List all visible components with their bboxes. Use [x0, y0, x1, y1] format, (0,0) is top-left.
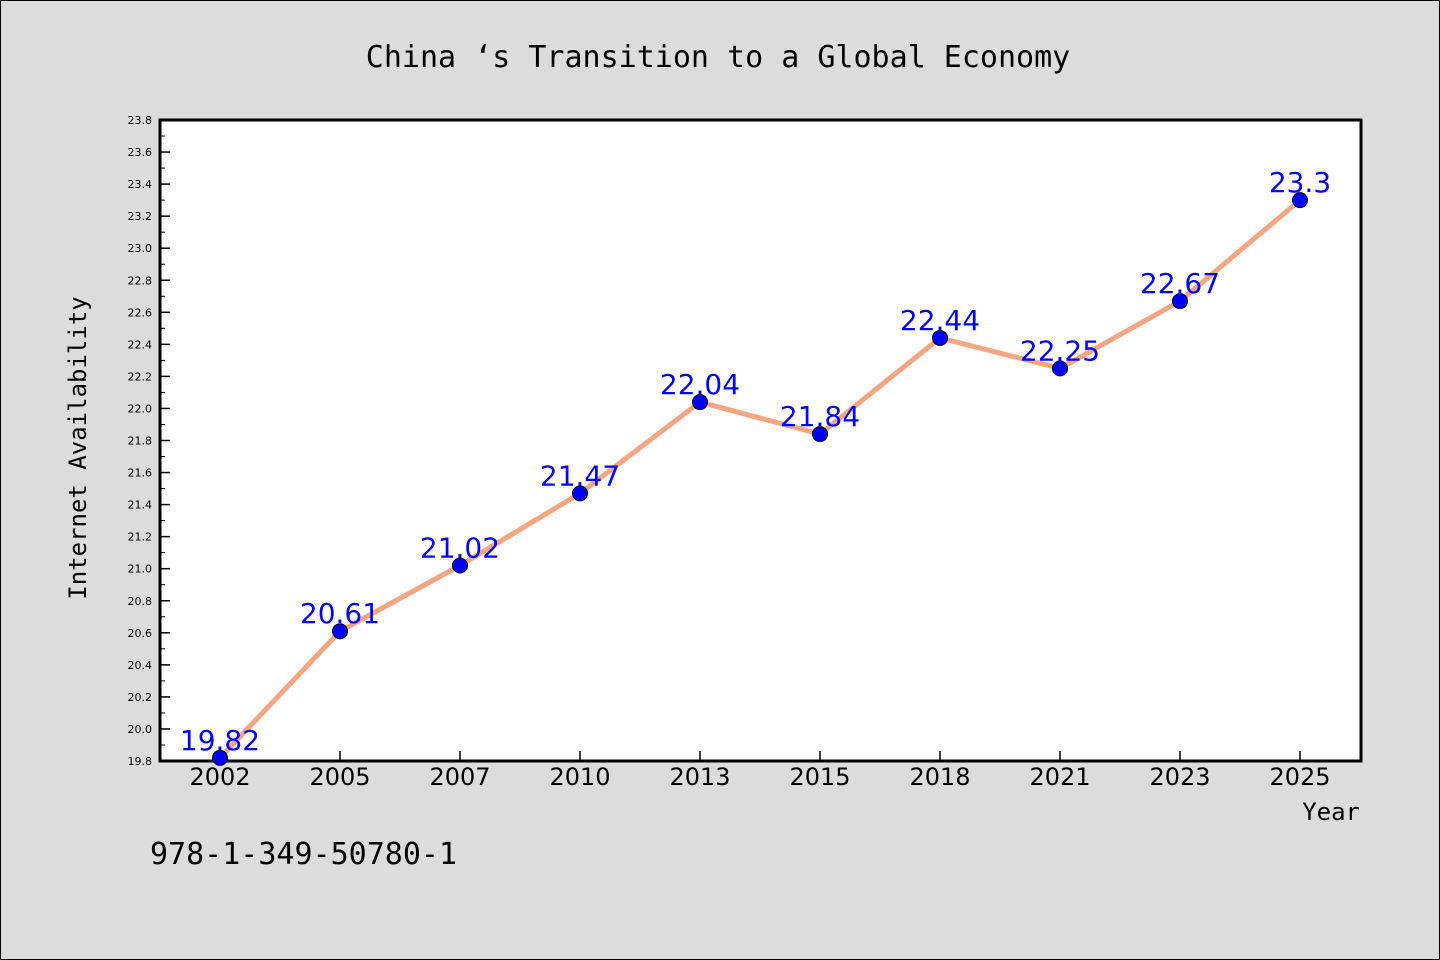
chart-title: China ‘s Transition to a Global Economy [366, 40, 1070, 75]
x-tick-label: 2021 [1029, 763, 1090, 791]
x-axis-ticks: 2002 2005 2007 2010 2013 2015 2018 2021 2023 2025 [189, 751, 1331, 791]
y-axis-ticks: 19.8 20.0 20.2 20.4 20.6 20.8 21.0 21.2 21.4 21.6… [128, 114, 170, 768]
data-point [332, 623, 348, 640]
data-labels: 19.82 20.61 21.02 21.47 22.04 21.84 22.44 22.25… [180, 166, 1331, 757]
data-label: 20.61 [300, 597, 380, 630]
series-line [217, 197, 1303, 761]
y-tick-label: 22.4 [128, 338, 153, 351]
footnote: 978-1-349-50780-1 [150, 837, 457, 872]
y-tick-label: 20.6 [128, 627, 153, 640]
y-tick-label: 21.0 [128, 563, 153, 576]
x-tick-label: 2023 [1149, 763, 1210, 791]
data-point [692, 394, 708, 411]
y-tick-label: 23.2 [128, 210, 153, 223]
y-tick-label: 19.8 [128, 755, 153, 768]
data-label: 22.67 [1140, 267, 1220, 300]
y-tick-label: 20.4 [128, 659, 153, 672]
data-point [1172, 293, 1188, 310]
y-minor-ticks [160, 135, 165, 746]
x-tick-label: 2018 [909, 763, 970, 791]
y-tick-label: 20.0 [128, 723, 153, 736]
y-tick-label: 21.8 [128, 435, 153, 448]
data-point [1292, 192, 1308, 209]
y-tick-label: 23.4 [128, 178, 153, 191]
y-tick-label: 20.2 [128, 691, 153, 704]
data-label: 21.47 [540, 459, 620, 492]
y-tick-label: 21.4 [128, 499, 153, 512]
x-tick-label: 2010 [549, 763, 610, 791]
data-point [932, 329, 948, 346]
data-label: 22.44 [900, 304, 980, 337]
data-label: 22.25 [1020, 334, 1100, 367]
y-tick-label: 21.6 [128, 467, 153, 480]
y-tick-label: 20.8 [128, 595, 153, 608]
x-tick-label: 2005 [309, 763, 370, 791]
y-tick-label: 21.2 [128, 531, 153, 544]
y-tick-label: 22.8 [128, 274, 153, 287]
x-tick-label: 2015 [789, 763, 850, 791]
x-tick-label: 2013 [669, 763, 730, 791]
x-tick-label: 2007 [429, 763, 490, 791]
data-label: 19.82 [180, 724, 260, 757]
y-tick-label: 23.0 [128, 242, 153, 255]
plot-area [158, 118, 1363, 763]
y-tick-label: 23.6 [128, 146, 153, 159]
data-label: 21.02 [420, 531, 500, 564]
data-label: 21.84 [780, 400, 860, 433]
data-points [212, 192, 1308, 766]
x-tick-label: 2002 [189, 763, 250, 791]
data-point [452, 557, 468, 574]
y-axis-label: Internet Availability [64, 296, 92, 599]
y-tick-label: 23.8 [128, 114, 153, 127]
data-point [1052, 360, 1068, 377]
y-tick-label: 22.0 [128, 402, 153, 415]
data-point [572, 485, 588, 502]
y-tick-label: 22.6 [128, 306, 153, 319]
y-tick-label: 22.2 [128, 370, 153, 383]
x-axis-label: Year [1302, 798, 1360, 826]
data-label: 22.04 [660, 368, 740, 401]
data-point [212, 749, 228, 766]
x-tick-label: 2025 [1269, 763, 1330, 791]
data-point [812, 426, 828, 443]
data-label: 23.3 [1269, 166, 1331, 199]
